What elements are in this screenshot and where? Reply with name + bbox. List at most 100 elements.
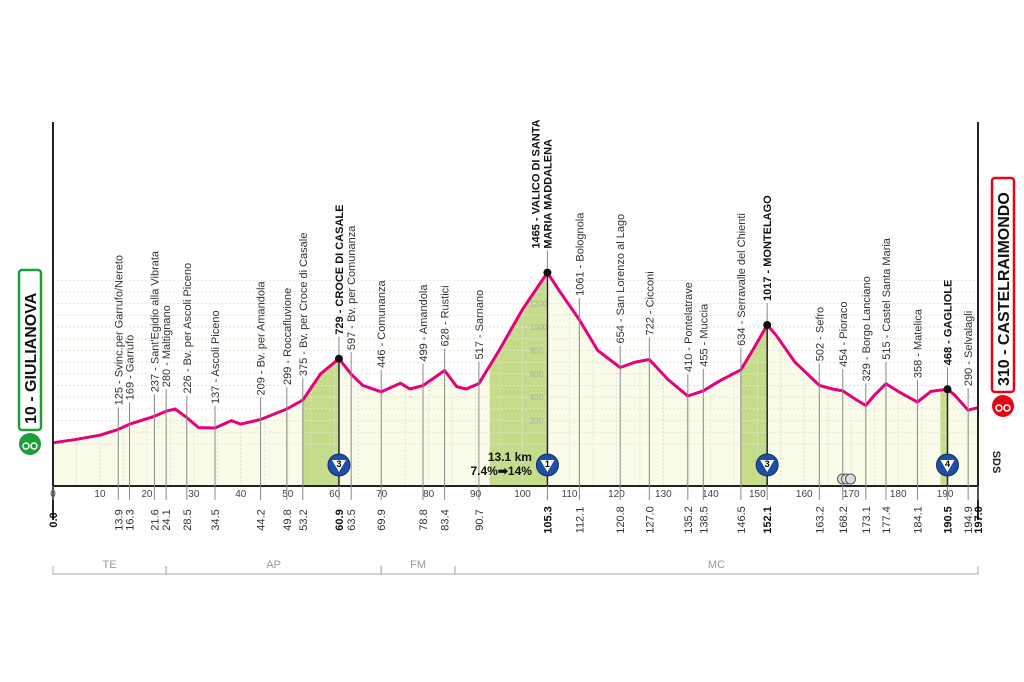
waypoint-label: 455 - Muccia <box>698 303 710 367</box>
km-label: 34.5 <box>210 509 222 530</box>
x-tick-label: 190 <box>937 489 954 500</box>
kom-category: 3 <box>765 459 770 469</box>
y-tick-label: 800 <box>530 346 544 355</box>
km-label: 60.9 <box>334 509 346 530</box>
km-label: 16.3 <box>125 509 137 530</box>
climb-area <box>740 325 768 486</box>
km-label: 127.0 <box>644 506 656 534</box>
km-label: 163.2 <box>814 506 826 534</box>
km-label: 152.1 <box>762 506 774 534</box>
x-tick-label: 20 <box>141 489 153 500</box>
x-tick-label: 130 <box>655 489 672 500</box>
waypoint-label: 226 - Bv. per Ascoli Piceno <box>182 263 194 394</box>
km-label: 0.0 <box>48 512 60 527</box>
km-label: 112.1 <box>574 507 586 534</box>
climb-gradient: 7.4%➡14% <box>470 464 532 478</box>
waypoint-label: 280 - Maltignano <box>161 305 173 387</box>
x-tick-label: 180 <box>890 489 907 500</box>
x-tick-label: 10 <box>94 489 106 500</box>
km-label: 105.3 <box>542 506 554 534</box>
region-bracket <box>454 566 979 575</box>
region-label: AP <box>266 559 281 571</box>
climb-area <box>302 359 339 486</box>
waypoint-label: 454 - Pioraco <box>838 301 850 366</box>
region-label: TE <box>103 559 117 571</box>
km-label: 135.2 <box>683 506 695 534</box>
start-box <box>17 268 43 432</box>
y-tick-label: 400 <box>530 393 544 402</box>
x-tick-label: 30 <box>188 489 200 500</box>
waypoint-label: MARIA MADDALENA <box>542 139 554 249</box>
x-tick-label: 70 <box>376 489 388 500</box>
waypoint-label: 1465 - VALICO DI SANTA <box>530 119 542 248</box>
y-tick-label: 200 <box>530 417 544 426</box>
start-label: 10 - GIULIANOVA <box>23 292 40 424</box>
x-tick-label: 40 <box>235 489 247 500</box>
waypoint-label: 499 - Amandola <box>418 284 430 362</box>
km-label: 83.4 <box>440 509 452 530</box>
kom-triangle-icon <box>331 460 346 472</box>
finish-label: 310 - CASTELRAIMONDO <box>996 192 1013 386</box>
km-label: 120.8 <box>615 506 627 534</box>
x-tick-label: 160 <box>796 489 813 500</box>
x-tick-label: 80 <box>423 489 435 500</box>
km-label: 44.2 <box>256 509 268 530</box>
km-label: 177.4 <box>881 506 893 534</box>
waypoint-label: 722 - Cicconi <box>644 271 656 335</box>
summit-dot <box>763 321 772 330</box>
waypoint-label: 597 - Bv. per Comunanza <box>346 225 358 350</box>
waypoint-label: 502 - Sefro <box>814 307 826 361</box>
x-tick-label: 50 <box>282 489 294 500</box>
waypoint-label: 329 - Borgo Lanciano <box>861 276 873 381</box>
waypoint-label: 209 - Bv. per Amandola <box>256 281 268 396</box>
km-label: 194.9 <box>963 506 975 534</box>
region-label: FM <box>410 559 426 571</box>
waypoint-label: 468 - GAGLIOLE <box>942 280 954 366</box>
x-tick-label: 140 <box>702 489 719 500</box>
km-label: 168.2 <box>838 506 850 534</box>
km-label: 78.8 <box>418 509 430 530</box>
km-label: 190.5 <box>942 506 954 534</box>
y-tick-label: 1000 <box>530 323 548 332</box>
kom-triangle-icon <box>540 460 555 472</box>
wheel <box>30 442 38 450</box>
start-bike-icon <box>19 433 41 455</box>
km-label: 69.9 <box>376 509 388 530</box>
x-tick-label: 170 <box>843 489 860 500</box>
km-label: 28.5 <box>182 509 194 530</box>
waypoint-label: 375 - Bv. per Croce di Casale <box>298 233 310 376</box>
waypoint-label: 137 - Ascoli Piceno <box>210 310 222 404</box>
waypoint-label: 628 - Rustici <box>440 285 452 346</box>
kom-category: 3 <box>336 459 341 469</box>
waypoint-label: 358 - Matelica <box>912 308 924 378</box>
km-label: 90.7 <box>474 509 486 530</box>
climb-area <box>489 274 548 486</box>
region-label: MC <box>708 559 725 571</box>
waypoint-label: 517 - Sarnano <box>474 290 486 360</box>
km-label: 21.6 <box>149 509 161 530</box>
climb-distance: 13.1 km <box>488 450 532 464</box>
km-label: 53.2 <box>298 509 310 530</box>
waypoint-label: 654 - San Lorenzo al Lago <box>615 214 627 344</box>
kom-triangle-icon <box>760 460 775 472</box>
y-tick-label: 1200 <box>530 300 548 309</box>
km-label: 184.1 <box>912 506 924 534</box>
waypoint-label: 1061 - Bolognola <box>574 212 586 296</box>
finish-bike-icon <box>992 395 1014 417</box>
km-label: 49.8 <box>282 509 294 530</box>
sds-label: SDS <box>990 451 1002 474</box>
waypoint-label: 290 - Selvalagli <box>963 311 975 386</box>
summit-dot <box>334 354 343 363</box>
x-tick-label: 100 <box>514 489 531 500</box>
kom-triangle-icon <box>940 460 955 472</box>
kom-category: 1 <box>545 459 550 469</box>
waypoint-label: 446 - Comunanza <box>376 279 388 367</box>
waypoint-label: 1017 - MONTELAGO <box>762 195 774 301</box>
km-label: 63.5 <box>346 509 358 530</box>
waypoint-label: 634 - Serravalle del Chienti <box>736 213 748 346</box>
wheel <box>1003 404 1011 412</box>
sprint-icon <box>845 473 857 485</box>
x-tick-label: 90 <box>470 489 482 500</box>
wheel <box>995 404 1003 412</box>
